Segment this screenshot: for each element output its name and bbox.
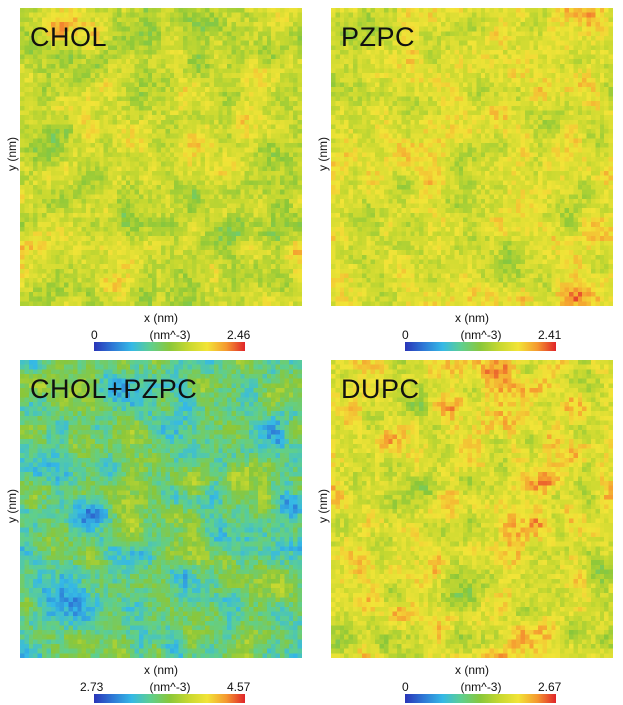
- panel-title: PZPC: [341, 22, 416, 52]
- colorbar-min-label: 0: [402, 328, 409, 342]
- colorbar-max-label: 2.67: [538, 680, 562, 694]
- density-panel-chol-pzpc: CHOL+PZPC y (nm) x (nm) 2.73 (nm^-3) 4.5…: [0, 352, 302, 704]
- x-axis-label: x (nm): [144, 311, 178, 325]
- x-axis-label: x (nm): [144, 663, 178, 677]
- colorbar-max-label: 2.46: [227, 328, 251, 342]
- y-axis-label: y (nm): [5, 489, 19, 523]
- colorbar-max-label: 4.57: [227, 680, 251, 694]
- colorbar: [94, 694, 245, 703]
- density-panel-chol: CHOL y (nm) x (nm) 0 (nm^-3) 2.46: [0, 0, 302, 352]
- colorbar-gradient: [94, 342, 245, 351]
- density-panel-dupc: DUPC y (nm) x (nm) 0 (nm^-3) 2.67: [311, 352, 613, 704]
- colorbar-min-label: 0: [91, 328, 98, 342]
- panel-title: CHOL: [30, 22, 108, 52]
- density-heatmap: [331, 360, 613, 658]
- panel-title: DUPC: [341, 374, 420, 404]
- density-heatmap: [331, 8, 613, 306]
- colorbar-gradient: [94, 694, 245, 703]
- y-axis-label: y (nm): [316, 489, 330, 523]
- colorbar-unit-label: (nm^-3): [460, 328, 502, 342]
- colorbar: [405, 694, 556, 703]
- colorbar-unit-label: (nm^-3): [460, 680, 502, 694]
- panel-title: CHOL+PZPC: [30, 374, 198, 404]
- density-heatmap: [20, 360, 302, 658]
- colorbar-gradient: [405, 694, 556, 703]
- x-axis-label: x (nm): [455, 311, 489, 325]
- y-axis-label: y (nm): [316, 137, 330, 171]
- colorbar-max-label: 2.41: [538, 328, 562, 342]
- colorbar: [94, 342, 245, 351]
- colorbar-unit-label: (nm^-3): [149, 328, 191, 342]
- colorbar-min-label: 2.73: [80, 680, 104, 694]
- x-axis-label: x (nm): [455, 663, 489, 677]
- colorbar-unit-label: (nm^-3): [149, 680, 191, 694]
- colorbar: [405, 342, 556, 351]
- density-panel-pzpc: PZPC y (nm) x (nm) 0 (nm^-3) 2.41: [311, 0, 613, 352]
- colorbar-min-label: 0: [402, 680, 409, 694]
- density-heatmap: [20, 8, 302, 306]
- colorbar-gradient: [405, 342, 556, 351]
- y-axis-label: y (nm): [5, 137, 19, 171]
